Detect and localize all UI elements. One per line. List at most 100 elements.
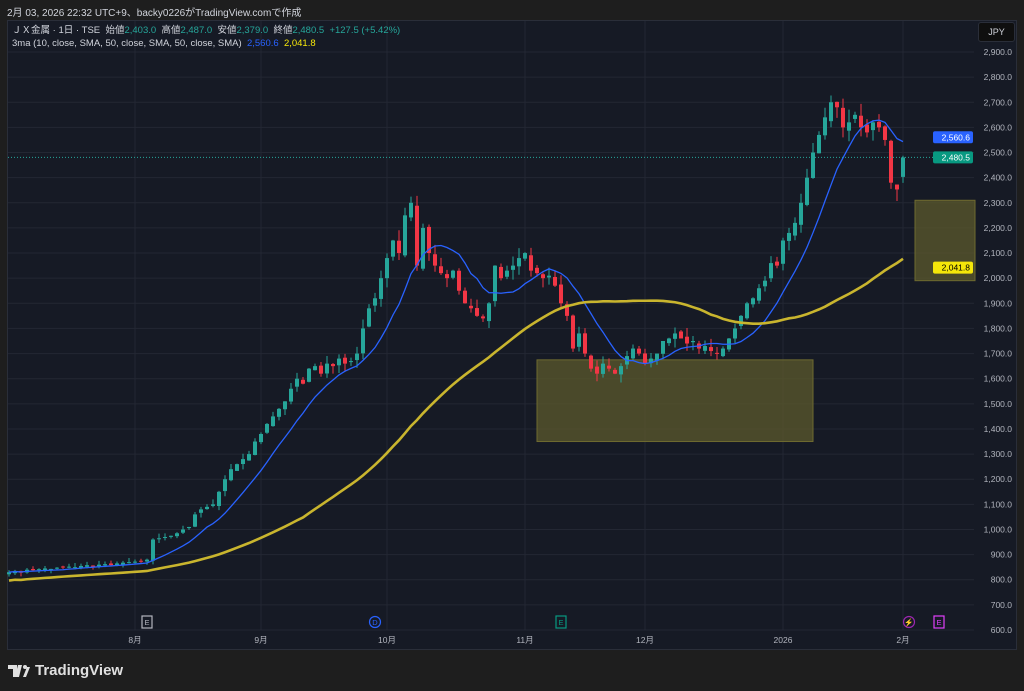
candle-body [595, 366, 599, 374]
candle-body [583, 333, 587, 354]
candle-body [853, 114, 857, 119]
candle-body [877, 121, 881, 128]
candle-body [619, 366, 623, 375]
high-value: 2,487.0 [180, 25, 213, 36]
y-tick-label: 1,600.0 [984, 374, 1013, 384]
earnings-event-icon [933, 615, 945, 629]
candle-body [847, 122, 851, 131]
high-label: 高値 [161, 25, 181, 36]
candle-body [415, 205, 419, 266]
last-price-tag: 2,480.5 [942, 152, 971, 162]
candle-body [181, 529, 185, 533]
candle-body [517, 258, 521, 267]
candle-body [385, 258, 389, 279]
candle-body [73, 567, 77, 569]
candle-body [241, 459, 245, 464]
candle-body [7, 572, 11, 575]
y-tick-label: 1,800.0 [984, 323, 1013, 333]
sma10-line [8, 119, 904, 573]
y-tick-label: 2,800.0 [984, 72, 1013, 82]
y-tick-label: 2,200.0 [984, 223, 1013, 233]
candle-body [859, 115, 863, 128]
candle-body [403, 215, 407, 256]
candle-body [109, 563, 113, 566]
candle-body [379, 278, 383, 299]
symbol-label[interactable]: ＪＸ金属 · 1日 · TSE [12, 25, 101, 36]
candle-body [451, 270, 455, 278]
event-label: E [936, 618, 941, 627]
candle-body [871, 122, 875, 131]
event-label: E [144, 618, 149, 627]
chart-caption: 2月 03, 2026 22:32 UTC+9、backy0226がTradin… [7, 8, 302, 19]
candle-body [541, 274, 545, 279]
candle-body [763, 280, 767, 287]
candle-body [523, 253, 527, 259]
candle-body [199, 509, 203, 513]
candle-body [463, 290, 467, 304]
y-tick-label: 2,700.0 [984, 97, 1013, 107]
candle-body [283, 401, 287, 410]
candle-body [709, 347, 713, 352]
candle-body [169, 535, 173, 537]
candle-body [211, 504, 215, 506]
currency-button[interactable]: JPY [978, 22, 1015, 42]
candle-body [427, 226, 431, 254]
candle-body [769, 263, 773, 279]
low-value: 2,379.0 [236, 25, 269, 36]
candle-body [571, 315, 575, 349]
y-tick-label: 1,900.0 [984, 298, 1013, 308]
candle-body [49, 568, 53, 570]
x-tick-label: 10月 [378, 635, 396, 645]
candle-body [565, 304, 569, 316]
candle-body [295, 378, 299, 387]
ma10-price-tag: 2,560.6 [942, 132, 971, 142]
candle-body [817, 134, 821, 154]
candle-body [535, 267, 539, 274]
candle-body [55, 567, 59, 569]
tradingview-logo[interactable]: TradingView [8, 662, 123, 679]
candle-body [67, 566, 71, 568]
candle-body [289, 388, 293, 402]
y-tick-label: 2,600.0 [984, 122, 1013, 132]
open-value: 2,403.0 [124, 25, 157, 36]
candle-body [721, 348, 725, 357]
candle-body [589, 355, 593, 369]
candle-body [673, 333, 677, 339]
candle-body [691, 341, 695, 343]
y-tick-label: 900.0 [991, 550, 1013, 560]
candle-body [841, 107, 845, 128]
candle-body [487, 303, 491, 322]
candle-body [631, 348, 635, 359]
candle-body [325, 363, 329, 374]
y-tick-label: 2,000.0 [984, 273, 1013, 283]
indicator-row: 3ma (10, close, SMA, 50, close, SMA, 50,… [12, 37, 400, 50]
candle-body [223, 479, 227, 492]
y-tick-label: 700.0 [991, 600, 1013, 610]
candle-body [259, 433, 263, 443]
candle-body [883, 126, 887, 140]
ma10-price-tag-bg [933, 131, 973, 144]
candle-body [133, 561, 137, 563]
candle-body [499, 266, 503, 279]
candle-body [265, 423, 269, 433]
indicator-label[interactable]: 3ma (10, close, SMA, 50, close, SMA, 50,… [12, 38, 242, 49]
candle-body [229, 469, 233, 481]
candle-body [247, 454, 251, 461]
earnings-event-icon [141, 615, 153, 629]
candle-body [667, 338, 671, 344]
candle-body [739, 315, 743, 326]
candle-body [367, 308, 371, 327]
candle-body [349, 361, 353, 363]
candle-body [409, 202, 413, 218]
y-tick-label: 1,400.0 [984, 424, 1013, 434]
candle-body [811, 152, 815, 179]
candle-body [391, 240, 395, 257]
x-tick-label: 2月 [896, 635, 909, 645]
candle-body [97, 564, 101, 567]
candle-body [901, 157, 905, 177]
candle-body [103, 564, 107, 566]
y-tick-label: 600.0 [991, 625, 1013, 635]
candle-body [835, 101, 839, 108]
candle-body [205, 506, 209, 510]
